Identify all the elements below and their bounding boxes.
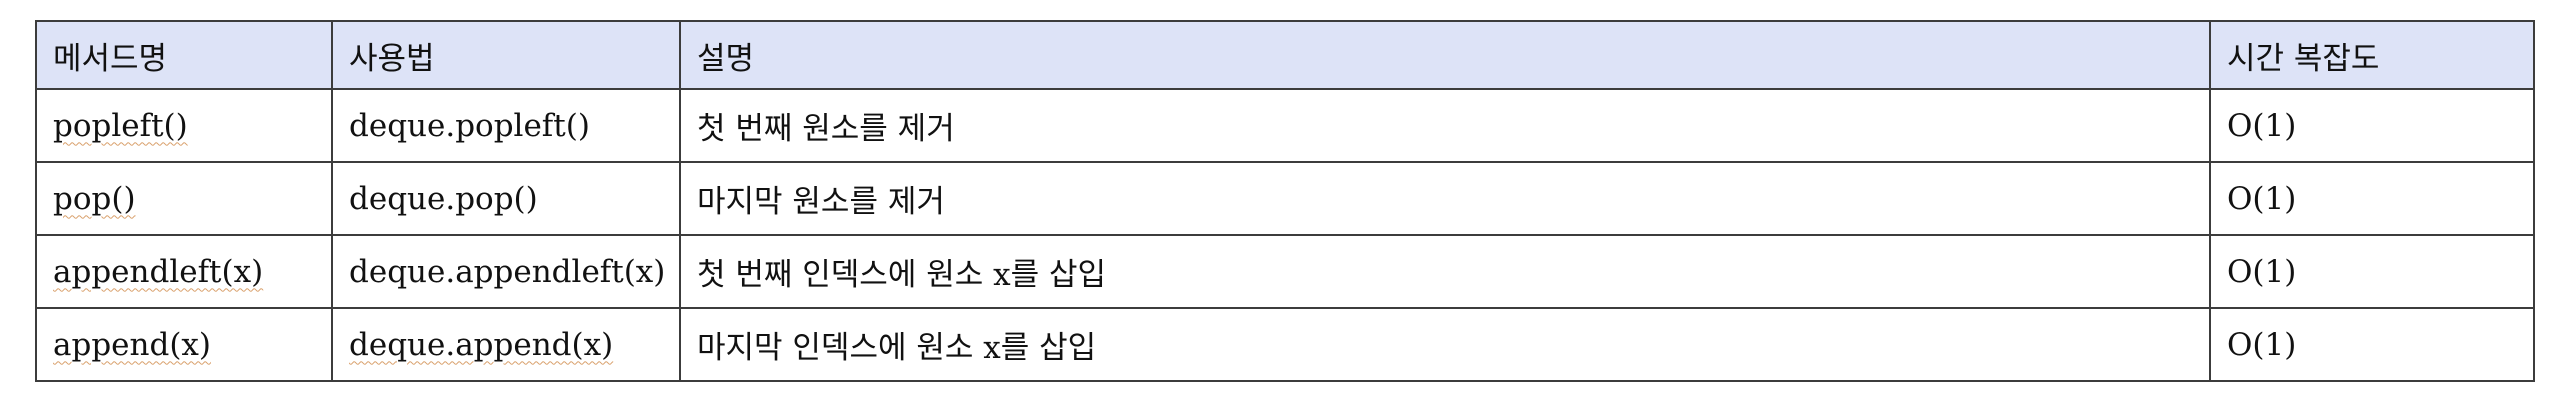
usage-text: deque.append(x) <box>349 326 614 363</box>
method-text: append(x) <box>53 326 211 363</box>
description-text: 마지막 원소를 제거 <box>697 184 945 220</box>
complexity-text: O(1) <box>2227 180 2297 217</box>
header-method-name: 메서드명 <box>35 20 333 90</box>
cell-usage: deque.append(x) <box>331 307 681 382</box>
cell-complexity: O(1) <box>2209 88 2535 163</box>
description-text: 마지막 인덱스에 원소 x를 삽입 <box>697 330 1097 366</box>
method-text: pop() <box>53 180 136 217</box>
table-row: popleft() deque.popleft() 첫 번째 원소를 제거 O(… <box>35 88 2535 163</box>
cell-method: popleft() <box>35 88 333 163</box>
usage-text: deque.pop() <box>349 180 538 217</box>
cell-complexity: O(1) <box>2209 307 2535 382</box>
cell-description: 첫 번째 원소를 제거 <box>679 88 2211 163</box>
deque-methods-table: 메서드명 사용법 설명 시간 복잡도 popleft() deque.pople… <box>35 20 2535 382</box>
table-header-row: 메서드명 사용법 설명 시간 복잡도 <box>35 20 2535 90</box>
table-row: pop() deque.pop() 마지막 원소를 제거 O(1) <box>35 161 2535 236</box>
method-text: popleft() <box>53 107 188 144</box>
usage-text: deque.appendleft(x) <box>349 253 666 290</box>
header-usage: 사용법 <box>331 20 681 90</box>
complexity-text: O(1) <box>2227 107 2297 144</box>
cell-complexity: O(1) <box>2209 234 2535 309</box>
complexity-text: O(1) <box>2227 326 2297 363</box>
header-time-complexity: 시간 복잡도 <box>2209 20 2535 90</box>
cell-method: append(x) <box>35 307 333 382</box>
complexity-text: O(1) <box>2227 253 2297 290</box>
cell-description: 마지막 인덱스에 원소 x를 삽입 <box>679 307 2211 382</box>
cell-description: 마지막 원소를 제거 <box>679 161 2211 236</box>
cell-usage: deque.popleft() <box>331 88 681 163</box>
cell-description: 첫 번째 인덱스에 원소 x를 삽입 <box>679 234 2211 309</box>
cell-usage: deque.pop() <box>331 161 681 236</box>
description-text: 첫 번째 인덱스에 원소 x를 삽입 <box>697 257 1106 293</box>
cell-method: pop() <box>35 161 333 236</box>
cell-complexity: O(1) <box>2209 161 2535 236</box>
description-text: 첫 번째 원소를 제거 <box>697 111 955 147</box>
method-text: appendleft(x) <box>53 253 264 290</box>
cell-usage: deque.appendleft(x) <box>331 234 681 309</box>
header-description: 설명 <box>679 20 2211 90</box>
table-row: appendleft(x) deque.appendleft(x) 첫 번째 인… <box>35 234 2535 309</box>
table-row: append(x) deque.append(x) 마지막 인덱스에 원소 x를… <box>35 307 2535 382</box>
cell-method: appendleft(x) <box>35 234 333 309</box>
usage-text: deque.popleft() <box>349 107 590 144</box>
